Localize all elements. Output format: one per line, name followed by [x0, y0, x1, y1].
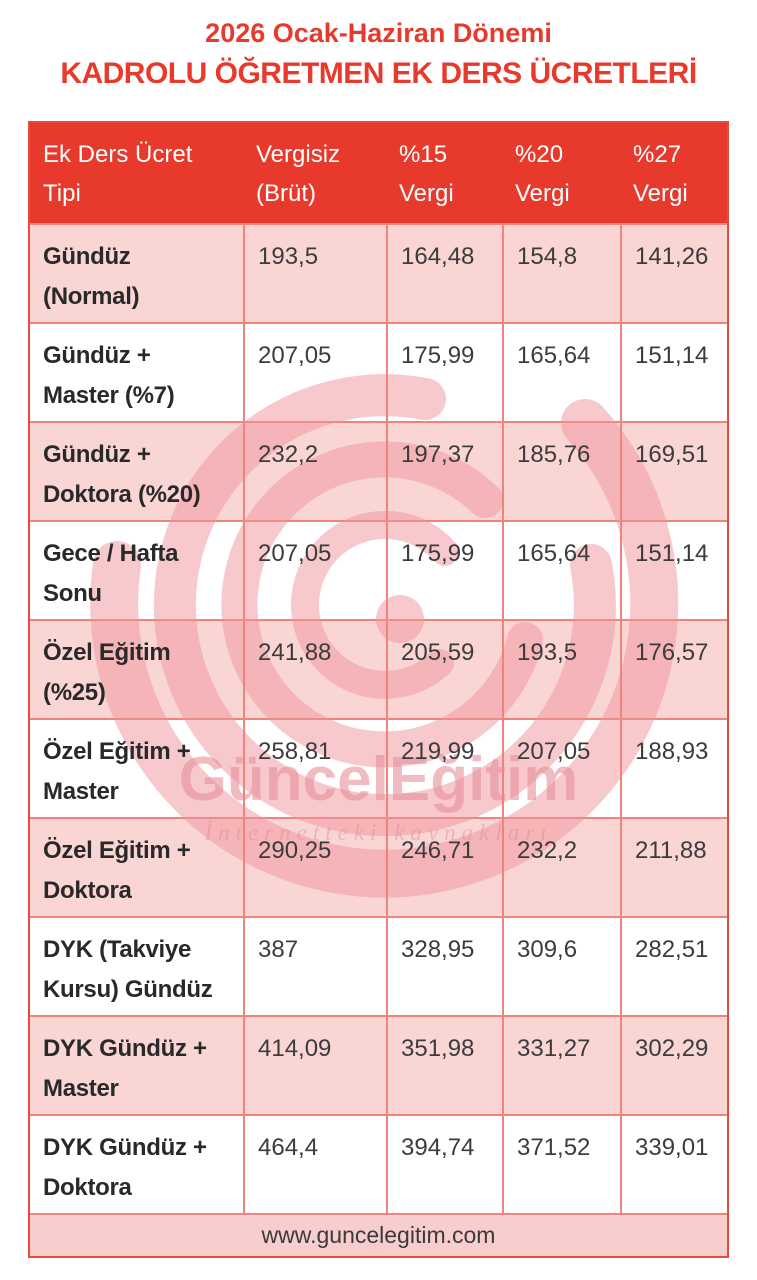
- row-label-cell: DYK Gündüz + Doktora: [43, 1134, 207, 1201]
- value-cell-gross: 290,25: [243, 819, 386, 916]
- value-cell-gross: 207,05: [243, 324, 386, 421]
- table-row: Gündüz + Master (%7) 207,05 175,99 165,6…: [30, 322, 727, 421]
- row-label-cell: Özel Eğitim (%25): [43, 639, 171, 706]
- row-label-cell: Gündüz + Master (%7): [43, 342, 175, 409]
- table-row: DYK (Takviye Kursu) Gündüz 387 328,95 30…: [30, 916, 727, 1015]
- page-subtitle-period: 2026 Ocak-Haziran Dönemi: [205, 18, 552, 48]
- page-title: KADROLU ÖĞRETMEN EK DERS ÜCRETLERİ: [60, 57, 697, 90]
- table-body: Gündüz (Normal) 193,5 164,48 154,8 141,2…: [30, 223, 727, 1213]
- value-cell-tax27: 282,51: [620, 918, 727, 1015]
- value-cell-tax20: 165,64: [502, 324, 620, 421]
- value-cell-tax20: 165,64: [502, 522, 620, 619]
- value-cell-tax27: 302,29: [620, 1017, 727, 1114]
- value-cell-tax20: 232,2: [502, 819, 620, 916]
- value-cell-gross: 232,2: [243, 423, 386, 520]
- value-cell-tax20: 371,52: [502, 1116, 620, 1213]
- value-cell-tax27: 151,14: [620, 324, 727, 421]
- column-header-tax27: %27 Vergi: [633, 141, 688, 207]
- value-cell-tax27: 188,93: [620, 720, 727, 817]
- value-cell-tax15: 394,74: [386, 1116, 502, 1213]
- value-cell-tax27: 211,88: [620, 819, 727, 916]
- table-header-row: Ek Ders Ücret Tipi Vergisiz (Brüt) %15 V…: [30, 123, 727, 223]
- value-cell-tax15: 175,99: [386, 522, 502, 619]
- row-label-cell: DYK (Takviye Kursu) Gündüz: [43, 936, 213, 1003]
- value-cell-gross: 464,4: [243, 1116, 386, 1213]
- website-url: www.guncelegitim.com: [261, 1222, 496, 1248]
- column-header-gross: Vergisiz (Brüt): [256, 141, 341, 207]
- table-row: Özel Eğitim + Master 258,81 219,99 207,0…: [30, 718, 727, 817]
- value-cell-tax20: 309,6: [502, 918, 620, 1015]
- table-row: Özel Eğitim + Doktora 290,25 246,71 232,…: [30, 817, 727, 916]
- value-cell-gross: 258,81: [243, 720, 386, 817]
- table-row: DYK Gündüz + Doktora 464,4 394,74 371,52…: [30, 1114, 727, 1213]
- value-cell-tax20: 207,05: [502, 720, 620, 817]
- value-cell-tax20: 154,8: [502, 225, 620, 322]
- row-label-cell: Gündüz + Doktora (%20): [43, 441, 201, 508]
- value-cell-gross: 241,88: [243, 621, 386, 718]
- value-cell-gross: 207,05: [243, 522, 386, 619]
- row-label-cell: Özel Eğitim + Master: [43, 738, 191, 805]
- value-cell-gross: 414,09: [243, 1017, 386, 1114]
- row-label-cell: Gündüz (Normal): [43, 243, 140, 310]
- table-row: DYK Gündüz + Master 414,09 351,98 331,27…: [30, 1015, 727, 1114]
- value-cell-tax20: 193,5: [502, 621, 620, 718]
- table-row: Gece / Hafta Sonu 207,05 175,99 165,64 1…: [30, 520, 727, 619]
- row-label-cell: DYK Gündüz + Master: [43, 1035, 207, 1102]
- table-row: Gündüz + Doktora (%20) 232,2 197,37 185,…: [30, 421, 727, 520]
- row-label-cell: Özel Eğitim + Doktora: [43, 837, 191, 904]
- value-cell-tax20: 331,27: [502, 1017, 620, 1114]
- value-cell-tax20: 185,76: [502, 423, 620, 520]
- value-cell-tax27: 151,14: [620, 522, 727, 619]
- value-cell-tax15: 205,59: [386, 621, 502, 718]
- value-cell-tax27: 169,51: [620, 423, 727, 520]
- table-row: Özel Eğitim (%25) 241,88 205,59 193,5 17…: [30, 619, 727, 718]
- value-cell-tax15: 328,95: [386, 918, 502, 1015]
- value-cell-tax15: 246,71: [386, 819, 502, 916]
- column-header-tax15: %15 Vergi: [399, 141, 454, 207]
- value-cell-tax15: 175,99: [386, 324, 502, 421]
- value-cell-tax15: 197,37: [386, 423, 502, 520]
- fees-table: Ek Ders Ücret Tipi Vergisiz (Brüt) %15 V…: [28, 121, 729, 1258]
- value-cell-tax27: 176,57: [620, 621, 727, 718]
- row-label-cell: Gece / Hafta Sonu: [43, 540, 179, 607]
- value-cell-tax15: 351,98: [386, 1017, 502, 1114]
- value-cell-gross: 193,5: [243, 225, 386, 322]
- value-cell-tax27: 141,26: [620, 225, 727, 322]
- value-cell-gross: 387: [243, 918, 386, 1015]
- column-header-type: Ek Ders Ücret Tipi: [43, 141, 193, 207]
- value-cell-tax15: 164,48: [386, 225, 502, 322]
- table-row: Gündüz (Normal) 193,5 164,48 154,8 141,2…: [30, 223, 727, 322]
- value-cell-tax27: 339,01: [620, 1116, 727, 1213]
- table-footer: www.guncelegitim.com: [30, 1213, 727, 1256]
- column-header-tax20: %20 Vergi: [515, 141, 570, 207]
- value-cell-tax15: 219,99: [386, 720, 502, 817]
